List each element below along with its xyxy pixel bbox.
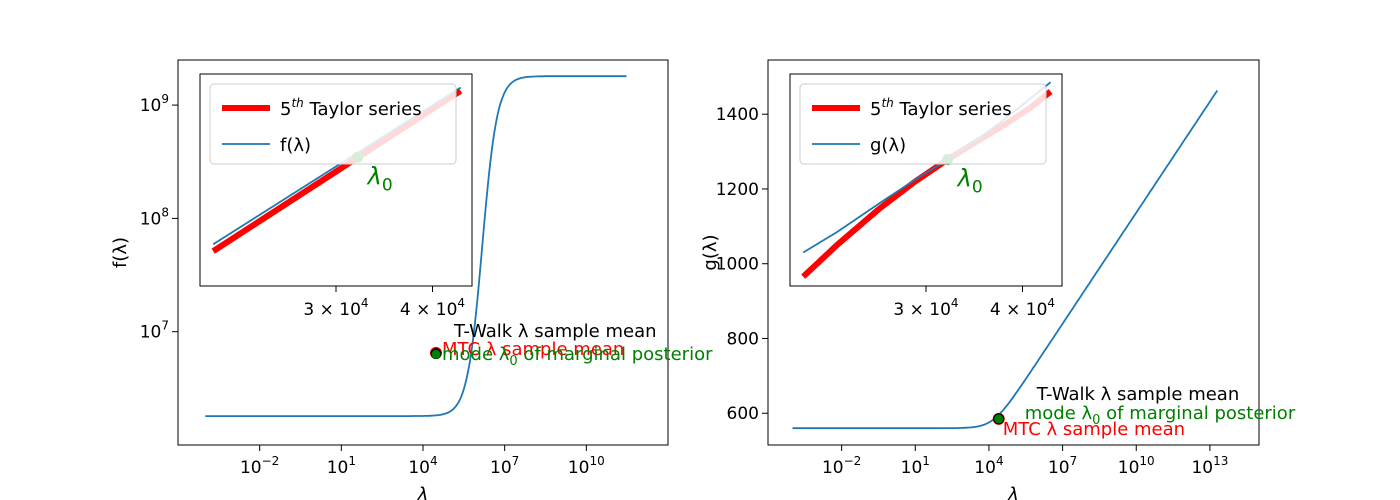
panel-left-series-curve — [205, 75, 627, 418]
panel-right-inset-lambda0-base: λ — [956, 165, 972, 193]
panel-right-axes-frame — [767, 59, 1260, 446]
panel-right-legend-box — [799, 83, 1047, 165]
panel-left-xtick-label-2-base: 10 — [408, 458, 430, 478]
panel-right-inset-xtick-label-1: 4 × 104 — [990, 296, 1055, 320]
panel-right-annot-mode: mode λ0 of marginal posterior — [1025, 403, 1296, 428]
panel-right-xtick-label-0: 10−2 — [822, 454, 861, 478]
panel-left-xlabel: λ — [417, 484, 429, 500]
panel-left-xtick-label-0: 10−2 — [240, 454, 279, 478]
panel-right-legend-taylor-sup: th — [881, 96, 893, 110]
panel-left-inset-lambda0-sub: 0 — [382, 175, 393, 195]
panel-left-ytick-label-2-base: 10 — [140, 96, 162, 116]
panel-right-ylabel: g(λ) — [700, 234, 721, 270]
panel-right-inset-lambda0-sub: 0 — [972, 178, 983, 198]
panel-right-ytick-label-2: 1000 — [716, 255, 759, 275]
panel-right-ytick-label-4: 1400 — [716, 105, 759, 125]
panel-right-annot-mode-sub: 0 — [1092, 413, 1100, 428]
panel-left-ylabel: f(λ) — [110, 237, 131, 268]
panel-right-ytick-label-0: 600 — [727, 404, 759, 424]
panel-right-xtick-label-0-exp: −2 — [844, 454, 862, 468]
panel-right-inset-lambda0-label: λ0 — [956, 165, 983, 198]
panel-left-ytick-label-0-exp: 7 — [161, 319, 169, 333]
panel-left-annot-mtc: MTC λ sample mean — [442, 339, 624, 360]
panel-left-legend-box — [209, 83, 457, 165]
panel-right-annot-mtc: MTC λ sample mean — [1003, 419, 1185, 440]
panel-left-xtick-label-3: 107 — [490, 454, 519, 478]
panel-left-legend-taylor-label: 5th Taylor series — [280, 96, 422, 120]
panel-left-legend-taylor-pre: 5 — [280, 99, 291, 120]
panel-right-inset-xtick-base-1: 4 × 10 — [990, 300, 1048, 320]
panel-left-ytick-label-1: 108 — [140, 205, 169, 229]
panel-right-xtick-label-2-exp: 4 — [996, 454, 1004, 468]
panel-left-xtick-label-3-exp: 7 — [512, 454, 520, 468]
panel-left-inset-xtick-base-0: 3 × 10 — [303, 300, 361, 320]
panel-left-annot-mode-prefix: mode λ — [442, 344, 510, 365]
panel-right-xlabel: λ — [1007, 484, 1019, 500]
panel-right-legend-taylor-post: Taylor series — [894, 99, 1012, 120]
panel-left-inset-xtick-label-1: 4 × 104 — [400, 296, 465, 320]
panel-left-annot-mode: mode λ0 of marginal posterior — [442, 344, 713, 369]
panel-left-ytick-label-0: 107 — [140, 319, 169, 343]
panel-right-inset-xtick-base-0: 3 × 10 — [893, 300, 951, 320]
panel-left-xtick-label-3-base: 10 — [490, 458, 512, 478]
panel-right-xtick-label-2: 104 — [974, 454, 1003, 478]
panel-right-xtick-label-1-exp: 1 — [922, 454, 930, 468]
panel-right-xtick-label-1-base: 10 — [901, 458, 923, 478]
panel-right-annot-mode-suffix: of marginal posterior — [1100, 403, 1295, 424]
panel-left-xtick-label-0-exp: −2 — [262, 454, 280, 468]
panel-right-inset-xtick-label-0: 3 × 104 — [893, 296, 958, 320]
panel-right-xtick-label-2-base: 10 — [974, 458, 996, 478]
panel-right-series-curve — [792, 90, 1219, 430]
panel-right-annot-twalk: T-Walk λ sample mean — [1036, 384, 1240, 405]
panel-left-inset-xtick-exp-1: 4 — [457, 296, 465, 310]
panel-right-legend-func-label: g(λ) — [870, 135, 906, 156]
panel-left-annot-twalk: T-Walk λ sample mean — [453, 321, 657, 342]
panel-left-xtick-label-1-base: 10 — [327, 458, 349, 478]
panel-left-annot-mode-sub: 0 — [509, 354, 517, 369]
panel-right-ytick-label-1: 800 — [727, 329, 759, 349]
panel-left-legend-taylor-sup: th — [291, 96, 303, 110]
panel-left-inset-xtick-label-0: 3 × 104 — [303, 296, 368, 320]
panel-left-inset-xtick-exp-0: 4 — [361, 296, 369, 310]
panel-right-xtick-label-5-base: 10 — [1191, 458, 1213, 478]
panel-right-legend-taylor-label: 5th Taylor series — [870, 96, 1012, 120]
panel-right-xtick-label-4: 1010 — [1118, 454, 1155, 478]
panel-right-xtick-label-4-exp: 10 — [1139, 454, 1154, 468]
panel-right-xtick-label-1: 101 — [901, 454, 930, 478]
panel-left-xtick-label-1: 101 — [327, 454, 356, 478]
panel-right-point-2 — [994, 414, 1004, 424]
panel-right-xtick-label-4-base: 10 — [1118, 458, 1140, 478]
panel-left-xtick-label-0-base: 10 — [240, 458, 262, 478]
panel-left-xtick-label-2-exp: 4 — [430, 454, 438, 468]
panel-left-annot-mode-suffix: of marginal posterior — [518, 344, 713, 365]
panel-right-inset-xtick-exp-0: 4 — [951, 296, 959, 310]
panel-left-point-2 — [431, 349, 441, 359]
panel-left-inset-xtick-base-1: 4 × 10 — [400, 300, 458, 320]
panel-left-ytick-label-2: 109 — [140, 92, 169, 116]
panel-right-inset-xtick-exp-1: 4 — [1047, 296, 1055, 310]
panel-left-inset-lambda0-label: λ0 — [366, 162, 393, 195]
panel-right-legend-taylor-pre: 5 — [870, 99, 881, 120]
panel-left-xtick-label-4-base: 10 — [568, 458, 590, 478]
panel-right-xtick-label-0-base: 10 — [822, 458, 844, 478]
panel-right-xtick-label-3-exp: 7 — [1070, 454, 1078, 468]
panel-right-annot-mode-prefix: mode λ — [1025, 403, 1093, 424]
panel-left-xtick-label-1-exp: 1 — [348, 454, 356, 468]
panel-left-legend-func-label: f(λ) — [280, 135, 311, 156]
panel-right-xtick-label-5-exp: 13 — [1213, 454, 1228, 468]
panel-left-ytick-label-0-base: 10 — [140, 323, 162, 343]
panel-left-legend-taylor-post: Taylor series — [304, 99, 422, 120]
panel-left-xtick-label-4: 1010 — [568, 454, 605, 478]
panel-left-inset-lambda0-base: λ — [366, 162, 382, 190]
panel-right-xtick-label-3: 107 — [1048, 454, 1077, 478]
panel-right-ytick-label-3: 1200 — [716, 180, 759, 200]
panel-left-ytick-label-1-exp: 8 — [161, 205, 169, 219]
panel-right-xtick-label-3-base: 10 — [1048, 458, 1070, 478]
panel-left-ytick-label-1-base: 10 — [140, 209, 162, 229]
panel-left-ytick-label-2-exp: 9 — [161, 92, 169, 106]
panel-left-xtick-label-2: 104 — [408, 454, 437, 478]
panel-right-xtick-label-5: 1013 — [1191, 454, 1228, 478]
panel-left-xtick-label-4-exp: 10 — [590, 454, 605, 468]
